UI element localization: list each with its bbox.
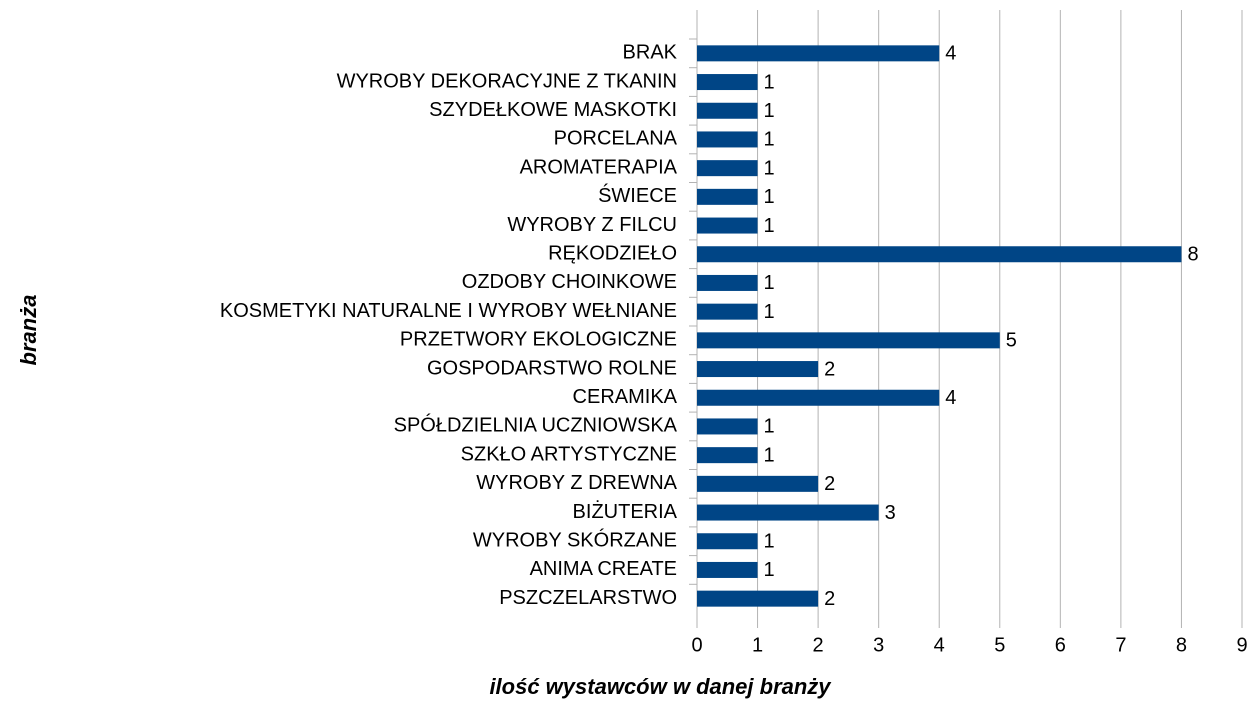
y-tick-label: SZKŁO ARTYSTYCZNE <box>461 443 677 465</box>
x-tick-label: 3 <box>873 634 884 656</box>
y-tick-label: RĘKODZIEŁO <box>548 243 677 265</box>
data-label: 2 <box>824 588 835 610</box>
bar <box>697 533 758 550</box>
data-label: 1 <box>764 129 775 151</box>
x-tick-label: 4 <box>934 634 945 656</box>
y-tick-label: SPÓŁDZIELNIA UCZNIOWSKA <box>394 414 678 437</box>
x-axis-title: ilość wystawców w danej branży <box>489 674 832 699</box>
data-label: 1 <box>764 157 775 179</box>
bar <box>697 561 758 578</box>
x-tick-label: 8 <box>1176 634 1187 656</box>
data-label: 1 <box>764 100 775 122</box>
bar <box>697 45 940 62</box>
bar <box>697 504 879 521</box>
data-label: 1 <box>764 559 775 581</box>
bar <box>697 361 819 378</box>
y-tick-label: SZYDEŁKOWE MASKOTKI <box>429 99 677 121</box>
data-label: 1 <box>764 71 775 93</box>
data-label: 4 <box>945 387 956 409</box>
data-label: 1 <box>764 444 775 466</box>
bar <box>697 160 758 177</box>
data-label: 1 <box>764 531 775 553</box>
y-tick-label: PORCELANA <box>554 128 678 150</box>
data-label: 5 <box>1006 330 1017 352</box>
x-tick-label: 6 <box>1055 634 1066 656</box>
bar <box>697 475 819 492</box>
bar <box>697 389 940 406</box>
x-tick-label: 2 <box>813 634 824 656</box>
x-tick-label: 7 <box>1115 634 1126 656</box>
y-tick-label: GOSPODARSTWO ROLNE <box>427 357 677 379</box>
bar <box>697 590 819 607</box>
bar <box>697 303 758 320</box>
bar <box>697 274 758 291</box>
data-label: 2 <box>824 358 835 380</box>
bar <box>697 102 758 119</box>
data-label: 1 <box>764 272 775 294</box>
y-tick-label: WYROBY Z DREWNA <box>476 472 677 494</box>
bar <box>697 332 1000 349</box>
x-tick-label: 5 <box>994 634 1005 656</box>
bar <box>697 246 1182 263</box>
y-tick-label: BIŻUTERIA <box>573 500 678 523</box>
bar <box>697 217 758 234</box>
data-label: 3 <box>885 502 896 524</box>
y-tick-label: WYROBY DEKORACYJNE Z TKANIN <box>337 70 677 92</box>
y-tick-label: BRAK <box>623 42 678 64</box>
x-tick-label: 9 <box>1236 634 1247 656</box>
bar <box>697 418 758 435</box>
y-tick-label: KOSMETYKI NATURALNE I WYROBY WEŁNIANE <box>220 300 677 322</box>
bar <box>697 74 758 91</box>
y-axis-title: branża <box>16 295 41 366</box>
y-tick-label: OZDOBY CHOINKOWE <box>462 271 677 293</box>
data-label: 1 <box>764 416 775 438</box>
y-tick-label: WYROBY SKÓRZANE <box>473 529 677 552</box>
y-tick-label: ŚWIECE <box>598 183 677 207</box>
x-tick-label: 1 <box>752 634 763 656</box>
data-label: 8 <box>1187 244 1198 266</box>
bar <box>697 188 758 205</box>
data-label: 4 <box>945 43 956 65</box>
data-label: 1 <box>764 186 775 208</box>
y-tick-label: PRZETWORY EKOLOGICZNE <box>400 329 677 351</box>
y-tick-label: CERAMIKA <box>573 386 678 408</box>
data-label: 1 <box>764 301 775 323</box>
data-label: 2 <box>824 473 835 495</box>
y-tick-label: WYROBY Z FILCU <box>507 214 677 236</box>
bar <box>697 447 758 464</box>
y-tick-label: PSZCZELARSTWO <box>499 587 677 609</box>
x-tick-label: 0 <box>691 634 702 656</box>
data-label: 1 <box>764 215 775 237</box>
y-tick-label: ANIMA CREATE <box>530 558 677 580</box>
y-tick-label: AROMATERAPIA <box>520 156 678 178</box>
bar <box>697 131 758 148</box>
